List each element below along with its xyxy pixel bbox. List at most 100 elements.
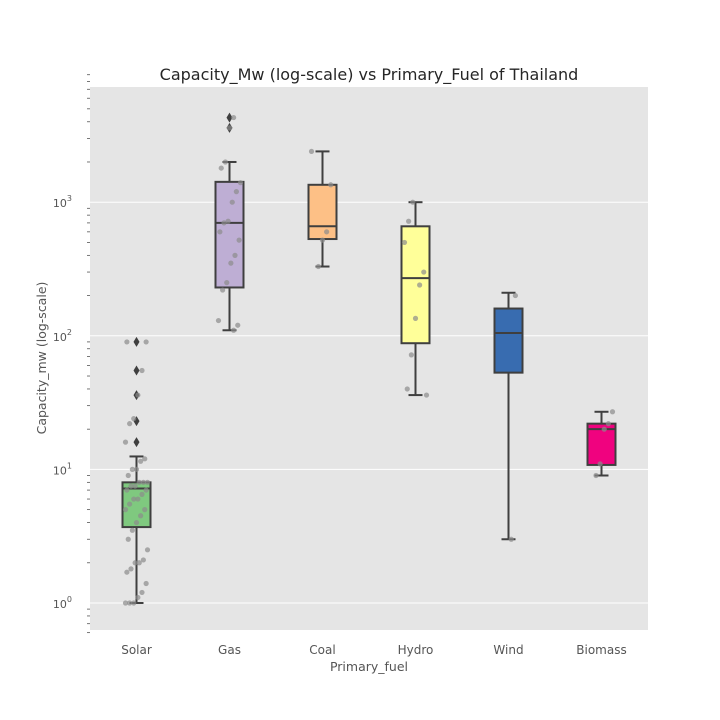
outlier-marker — [133, 437, 140, 448]
box-body — [586, 422, 617, 466]
strip-point — [412, 315, 419, 321]
strip-point — [140, 557, 146, 563]
strip-point — [319, 237, 326, 243]
strip-point — [324, 229, 330, 235]
strip-point — [601, 426, 607, 432]
strip-point — [315, 263, 321, 270]
strip-point — [122, 600, 129, 606]
strip-point — [136, 479, 142, 485]
box-hydro — [400, 201, 431, 397]
box-body — [400, 225, 431, 345]
chart-title: Capacity_Mw (log-scale) vs Primary_Fuel … — [160, 65, 579, 85]
strip-point — [139, 589, 145, 596]
strip-point — [143, 580, 149, 587]
strip-point — [236, 237, 242, 243]
strip-point — [135, 392, 141, 398]
y-tick-label: 103 — [53, 194, 72, 210]
strip-point — [127, 421, 133, 427]
strip-point — [217, 229, 223, 235]
strip-point — [218, 165, 224, 171]
strip-point — [423, 392, 430, 398]
box-gas — [214, 112, 245, 332]
strip-point — [138, 513, 144, 519]
strip-point — [231, 114, 237, 121]
x-tick-label: Biomass — [576, 643, 626, 657]
x-tick-labels: Solar Gas Coal Hydro Wind Biomass — [121, 643, 627, 657]
strip-point — [508, 536, 514, 542]
strip-point — [609, 409, 616, 415]
x-axis-label: Primary_fuel — [330, 659, 408, 674]
x-tick-label: Solar — [121, 643, 152, 657]
strip-point — [408, 352, 414, 358]
strip-point — [135, 496, 141, 502]
plot-area — [90, 87, 648, 630]
strip-point — [222, 159, 228, 165]
y-minor-ticks — [87, 74, 90, 634]
strip-point — [228, 260, 234, 266]
x-tick-label: Gas — [218, 643, 241, 657]
outlier-marker — [133, 365, 140, 376]
y-tick-label: 102 — [53, 328, 72, 344]
strip-point — [124, 569, 130, 575]
box-body — [493, 307, 524, 374]
strip-point — [605, 421, 611, 427]
strip-point — [232, 252, 238, 258]
strip-point — [127, 501, 133, 507]
strip-point — [132, 483, 138, 489]
strip-point — [129, 527, 135, 533]
strip-point — [237, 180, 244, 186]
strip-point — [125, 472, 131, 479]
strip-point — [131, 416, 137, 422]
strip-point — [401, 239, 408, 246]
strip-point — [220, 287, 226, 293]
strip-point — [122, 439, 129, 445]
strip-point — [133, 519, 140, 526]
strip-point — [226, 125, 233, 131]
strip-point — [122, 507, 129, 513]
strip-point — [144, 547, 151, 553]
strip-point — [512, 292, 518, 299]
strip-point — [308, 148, 315, 155]
strip-point — [131, 496, 137, 502]
strip-point — [127, 600, 133, 606]
strip-point — [138, 458, 144, 464]
strip-point — [128, 483, 134, 489]
strip-point — [229, 199, 235, 205]
strip-point — [132, 560, 138, 566]
strip-point — [406, 218, 412, 224]
strip-point — [125, 536, 131, 542]
strip-point — [139, 491, 145, 497]
box-biomass — [586, 410, 617, 477]
strip-point — [124, 339, 130, 345]
y-tick-label: 100 — [53, 595, 72, 611]
outlier-marker — [226, 112, 233, 123]
strip-point — [136, 560, 142, 566]
strip-point — [221, 220, 227, 226]
strip-point — [140, 479, 146, 485]
strip-point — [597, 461, 603, 467]
strip-point — [404, 386, 410, 392]
boxes — [121, 112, 617, 604]
strip-point — [133, 466, 140, 472]
strip-point — [143, 339, 149, 345]
strip-point — [124, 487, 130, 493]
strip-point — [231, 327, 237, 333]
x-tick-label: Hydro — [398, 643, 434, 657]
box-body — [307, 183, 338, 241]
strip-point — [215, 317, 222, 324]
strip-point — [417, 282, 423, 288]
strip-point — [233, 189, 239, 195]
strip-point — [224, 280, 230, 286]
strip-point — [135, 594, 141, 601]
strip-point — [142, 507, 148, 513]
strip-point — [139, 367, 145, 374]
box-wind — [493, 291, 524, 541]
y-tick-label: 101 — [53, 461, 72, 477]
strip-point — [131, 600, 137, 606]
strip-point — [235, 322, 241, 328]
strip-point — [129, 466, 135, 472]
outlier-marker — [133, 336, 140, 347]
strip-point — [421, 269, 427, 275]
strip-point — [143, 487, 149, 493]
